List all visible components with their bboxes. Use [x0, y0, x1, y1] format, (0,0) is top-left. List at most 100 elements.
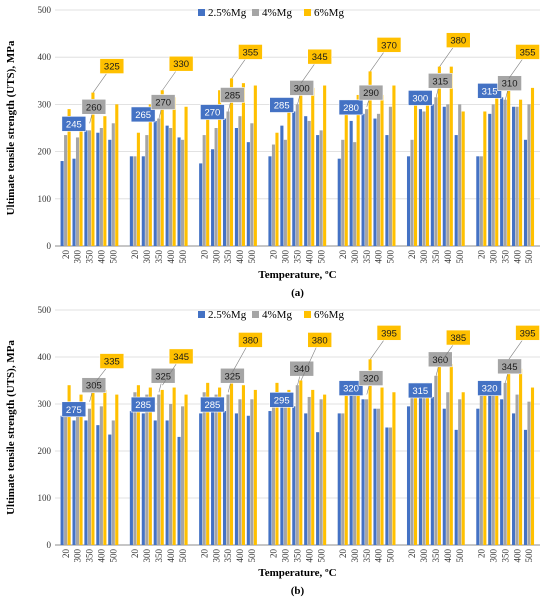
callout-label: 320 — [482, 384, 498, 395]
x-tick-label: 20 — [477, 549, 487, 559]
bar — [148, 104, 152, 247]
callout-box — [515, 325, 540, 341]
x-tick-label: 500 — [247, 549, 257, 563]
bar — [165, 125, 169, 246]
bar — [211, 411, 215, 545]
bar — [133, 156, 137, 246]
x-tick-label: 20 — [269, 549, 279, 559]
bar — [246, 142, 250, 246]
callout-box — [427, 351, 453, 368]
bar — [115, 394, 119, 545]
bar — [515, 394, 519, 545]
bar — [503, 99, 507, 247]
callout-box — [238, 44, 263, 60]
callout-box — [150, 94, 176, 110]
x-tick-label: 500 — [316, 250, 326, 264]
x-tick-label: 500 — [386, 549, 396, 563]
bar — [206, 111, 210, 246]
x-tick-label: 400 — [97, 549, 107, 563]
x-tick-label: 20 — [61, 250, 71, 260]
bar — [392, 392, 396, 545]
bar — [184, 394, 188, 545]
x-tick-label: 300 — [142, 549, 152, 563]
x-tick-label: 400 — [235, 549, 245, 563]
bar — [250, 399, 254, 545]
bar — [388, 427, 392, 545]
x-tick-label: 300 — [488, 549, 498, 563]
bar — [507, 359, 511, 545]
x-tick-label: 400 — [374, 250, 384, 264]
callout-label: 380 — [242, 335, 258, 346]
x-tick-label: 500 — [108, 250, 118, 264]
bar — [388, 106, 392, 246]
bar — [136, 385, 140, 545]
callout-label: 380 — [312, 335, 328, 346]
legend-label: 6%Mg — [314, 309, 344, 321]
panel-caption: (a) — [291, 287, 304, 299]
bar — [512, 413, 516, 545]
bar — [72, 420, 76, 545]
bar — [84, 130, 88, 246]
bar — [145, 394, 149, 545]
x-tick-label: 20 — [338, 250, 348, 260]
bar — [337, 158, 341, 246]
bar — [368, 359, 372, 545]
bar — [229, 373, 234, 545]
bar — [519, 368, 523, 545]
x-tick-label: 400 — [235, 249, 245, 263]
x-tick-label: 300 — [73, 549, 83, 563]
bar — [91, 387, 95, 545]
bar — [184, 106, 188, 246]
legend-label: 6%Mg — [314, 7, 344, 19]
bar — [479, 394, 483, 545]
x-tick-label: 300 — [281, 549, 291, 563]
bar — [413, 382, 418, 545]
x-tick-label: 400 — [374, 549, 384, 563]
bar — [483, 111, 487, 246]
bar — [316, 432, 320, 545]
bar — [430, 104, 434, 247]
bar — [454, 429, 458, 545]
legend-swatch — [252, 311, 259, 318]
bar — [177, 436, 181, 545]
callout-label: 320 — [343, 384, 359, 395]
bar — [442, 106, 446, 246]
bar — [527, 401, 531, 545]
bar — [523, 139, 528, 246]
bar — [449, 66, 453, 246]
bar — [368, 71, 372, 246]
bar — [136, 132, 140, 246]
bar — [275, 382, 279, 545]
callout-label: 315 — [412, 386, 428, 397]
callout-box — [238, 332, 263, 348]
x-tick-label: 300 — [211, 250, 221, 264]
bar — [410, 139, 414, 246]
bar — [406, 156, 411, 246]
x-tick-label: 20 — [130, 250, 140, 260]
callout-label: 340 — [294, 364, 310, 375]
bar — [458, 399, 462, 545]
bar — [304, 413, 308, 545]
bar — [446, 392, 450, 545]
callout-label: 380 — [450, 36, 466, 47]
bar — [60, 161, 64, 246]
bar — [253, 85, 257, 247]
bar — [307, 396, 311, 545]
bar — [461, 392, 465, 545]
y-axis-title: Ultimate tensile strength (UTS), MPa — [5, 40, 17, 215]
x-axis-title: Temperature, ºC — [258, 567, 336, 579]
callout-box — [376, 37, 402, 53]
x-tick-label: 500 — [524, 549, 534, 563]
bar — [418, 396, 423, 545]
callout-label: 285 — [274, 100, 290, 111]
x-tick-label: 350 — [223, 250, 233, 264]
x-tick-label: 300 — [281, 250, 291, 264]
x-tick-label: 20 — [199, 250, 209, 260]
x-tick-label: 300 — [73, 250, 83, 264]
bar — [64, 401, 68, 545]
x-tick-label: 350 — [293, 549, 303, 563]
x-tick-label: 350 — [85, 250, 95, 264]
callout-label: 245 — [66, 119, 82, 130]
x-tick-label: 350 — [154, 549, 164, 563]
bar — [181, 139, 185, 246]
